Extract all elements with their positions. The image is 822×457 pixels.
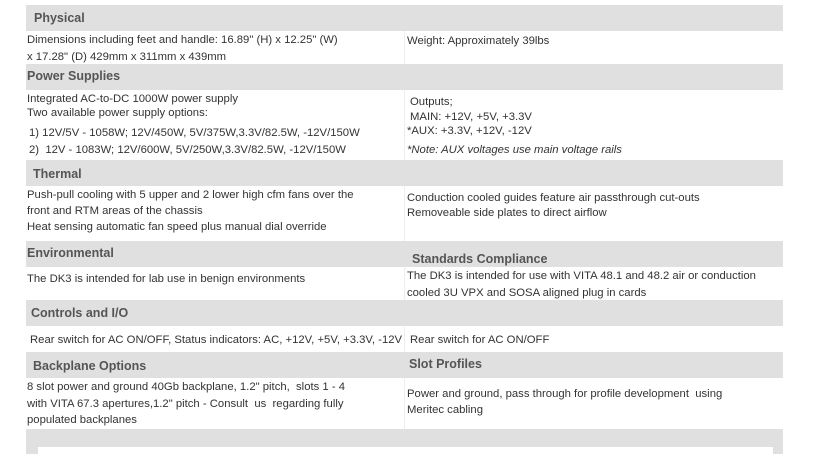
spec-text: with VITA 67.3 apertures,1.2" pitch - Co… (27, 398, 344, 410)
spec-text: populated backplanes (27, 414, 137, 426)
controls-body: Rear switch for AC ON/OFF, Status indica… (26, 327, 783, 352)
section-title: Power Supplies (27, 69, 121, 83)
footer-box (38, 447, 773, 457)
note-text: *Note: AUX voltages use main voltage rai… (407, 144, 622, 156)
spec-text: Two available power supply options: (27, 107, 208, 119)
physical-header: Physical (26, 5, 783, 31)
spec-text: Weight: Approximately 39lbs (407, 35, 550, 47)
spec-text: front and RTM areas of the chassis (27, 205, 203, 217)
spec-text: 1) 12V/5V - 1058W; 12V/450W, 5V/375W,3.3… (29, 127, 360, 139)
spec-text: Rear switch for AC ON/OFF, Status indica… (30, 334, 403, 346)
environmental-header: Environmental Standards Compliance (26, 241, 783, 267)
thermal-header: Thermal (26, 160, 783, 186)
spec-text: Heat sensing automatic fan speed plus ma… (27, 221, 327, 233)
spec-text: Outputs; (410, 96, 453, 108)
section-title: Physical (34, 11, 85, 25)
spec-text: *AUX: +3.3V, +12V, -12V (407, 125, 532, 137)
spec-text: Removeable side plates to direct airflow (407, 207, 607, 219)
spec-text: The DK3 is intended for lab use in benig… (27, 273, 306, 285)
spec-text: Integrated AC-to-DC 1000W power supply (27, 93, 238, 105)
spec-text: MAIN: +12V, +5V, +3.3V (410, 111, 532, 123)
spec-text: Dimensions including feet and handle: 16… (27, 34, 338, 46)
spec-text: Power and ground, pass through for profi… (407, 388, 723, 400)
thermal-body: Push-pull cooling with 5 upper and 2 low… (26, 186, 783, 241)
spec-text: 8 slot power and ground 40Gb backplane, … (27, 381, 346, 393)
physical-body: Dimensions including feet and handle: 16… (26, 31, 783, 64)
controls-header: Controls and I/O (26, 300, 783, 326)
section-title: Standards Compliance (412, 252, 548, 266)
spec-text: cooled 3U VPX and SOSA aligned plug in c… (407, 287, 647, 299)
power-body: Integrated AC-to-DC 1000W power supply T… (26, 90, 783, 160)
spec-text: x 17.28" (D) 429mm x 311mm x 439mm (27, 51, 227, 63)
section-title: Controls and I/O (31, 306, 129, 320)
spec-text: Push-pull cooling with 5 upper and 2 low… (27, 189, 354, 201)
backplane-header: Backplane Options Slot Profiles (26, 352, 783, 378)
power-header: Power Supplies (26, 64, 783, 90)
spec-text: 2) 12V - 1083W; 12V/600W, 5V/250W,3.3V/8… (29, 144, 346, 156)
backplane-body: 8 slot power and ground 40Gb backplane, … (26, 378, 783, 429)
section-title: Slot Profiles (409, 357, 482, 371)
footer-band (26, 429, 783, 457)
spec-text: Meritec cabling (407, 404, 483, 416)
section-title: Thermal (33, 167, 82, 181)
spec-text: Rear switch for AC ON/OFF (410, 334, 550, 346)
section-title: Environmental (27, 246, 114, 260)
section-title: Backplane Options (33, 359, 147, 373)
environmental-body: The DK3 is intended for lab use in benig… (26, 267, 783, 300)
spec-text: The DK3 is intended for use with VITA 48… (407, 270, 756, 282)
spec-text: Conduction cooled guides feature air pas… (407, 192, 700, 204)
